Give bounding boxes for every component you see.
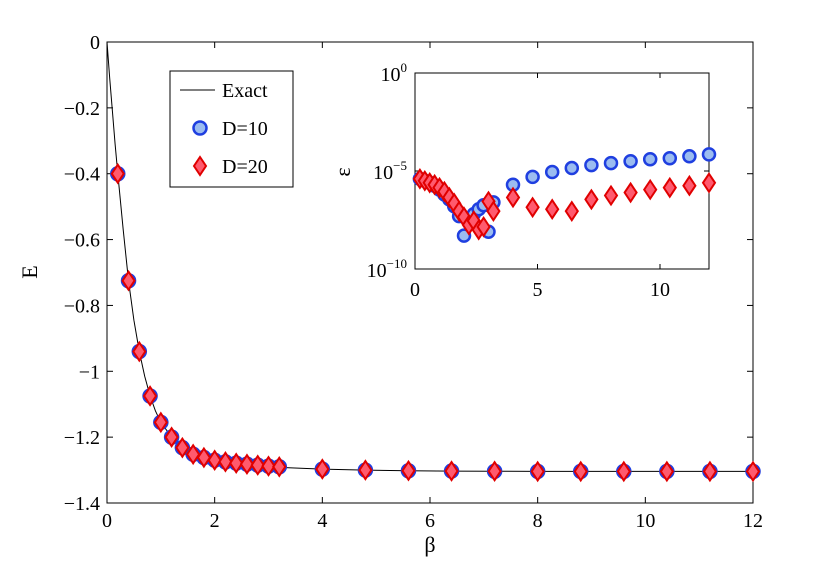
main-y-tick-label: −1 — [79, 361, 100, 383]
main-d20-point — [218, 451, 233, 473]
main-d20-point — [239, 453, 255, 475]
inset-x-tick-label: 0 — [410, 279, 420, 301]
main-d20-point — [250, 454, 265, 476]
inset-d10-point — [584, 157, 599, 173]
inset-y-tick-label: 10−5 — [373, 158, 407, 184]
main-d20-point — [401, 459, 416, 482]
main-y-ticks: 0 −0.2 −0.4 −0.6 −0.8 −1 −1.2 −1.4 — [64, 32, 753, 515]
main-d20-point — [616, 460, 632, 483]
inset-d20-point — [623, 181, 638, 204]
main-d20-point — [358, 459, 373, 481]
legend-d10-marker-swatch — [192, 120, 208, 136]
inset-d10-point — [701, 147, 717, 162]
inset-d10-point — [662, 151, 678, 166]
legend-d20-marker-swatch — [192, 155, 208, 177]
main-x-tick-label: 10 — [635, 510, 655, 532]
inset-d20-point — [525, 196, 540, 219]
main-y-tick-label: −1.2 — [64, 427, 100, 449]
main-y-tick-label: −1.4 — [64, 493, 100, 515]
inset-d20-point — [544, 198, 560, 221]
main-x-tick-label: 4 — [317, 510, 327, 532]
main-d20-point — [153, 411, 169, 434]
legend-d20-label: D=20 — [222, 156, 268, 178]
legend-d10-label: D=10 — [222, 118, 268, 140]
inset-y-tick-label: 100 — [381, 60, 408, 86]
main-y-tick-label: −0.6 — [64, 230, 100, 252]
main-d20-point — [573, 460, 588, 483]
inset-d10-point — [525, 169, 540, 185]
main-d20-point — [175, 436, 190, 459]
main-y-tick-label: 0 — [90, 32, 100, 54]
main-y-tick-label: −0.8 — [64, 295, 100, 317]
inset-y-tick-label: 10−10 — [367, 256, 407, 282]
main-y-tick-label: −0.4 — [64, 164, 100, 186]
inset-d20-point — [701, 171, 717, 194]
main-x-tick-label: 12 — [743, 510, 763, 532]
inset-d10-point — [544, 164, 560, 180]
main-x-tick-label: 6 — [425, 510, 435, 532]
main-x-axis-title: β — [424, 532, 435, 557]
legend-exact-label: Exact — [222, 80, 268, 102]
inset-d10-point — [603, 155, 619, 171]
main-d20-point — [196, 446, 212, 469]
inset-x-ticks: 0 5 10 — [410, 73, 670, 301]
inset-d10-point — [564, 160, 580, 176]
inset-d10-point — [642, 151, 658, 167]
main-d20-point — [659, 460, 675, 483]
inset-d10-point — [623, 153, 638, 169]
inset-y-ticks: 100 10−5 10−10 — [367, 60, 709, 282]
inset-x-tick-label: 10 — [650, 279, 670, 301]
main-x-tick-label: 0 — [102, 510, 112, 532]
main-d20-point — [487, 460, 502, 483]
inset-x-tick-label: 5 — [533, 279, 543, 301]
main-d20-point — [745, 460, 761, 483]
inset-d20-point — [584, 188, 599, 211]
inset-y-axis-title: ε — [330, 167, 355, 176]
main-d20-point — [207, 449, 222, 471]
main-d20-point — [261, 455, 276, 477]
inset-d20-point — [564, 200, 580, 222]
main-d20-point — [164, 426, 179, 448]
main-d20-point — [228, 452, 244, 474]
main-y-axis-title: E — [17, 265, 42, 278]
inset-d20-point — [476, 216, 491, 238]
main-y-tick-label: −0.2 — [64, 98, 100, 120]
main-d20-point — [272, 455, 287, 478]
inset-d20-point — [662, 176, 678, 199]
inset-axes: 100 10−5 10−10 0 5 10 ε — [330, 60, 717, 301]
inset-plot-area — [412, 147, 717, 243]
main-plot-area — [106, 41, 761, 483]
inset-d20-point — [682, 174, 697, 197]
inset-d20-point — [603, 184, 619, 207]
legend: Exact D=10 D=20 — [169, 70, 294, 188]
main-d20-point — [185, 443, 201, 466]
main-d20-point — [132, 340, 147, 363]
main-d20-point — [121, 269, 136, 292]
main-d20-point — [315, 458, 330, 480]
inset-d20-point — [486, 200, 501, 222]
main-d20-point — [444, 460, 459, 482]
main-x-tick-label: 2 — [210, 510, 220, 532]
main-x-tick-label: 8 — [533, 510, 543, 532]
inset-d20-point — [642, 178, 658, 201]
main-x-ticks: 0 2 4 6 8 10 12 — [102, 42, 763, 532]
main-d20-point — [530, 460, 545, 483]
main-d20-point — [110, 162, 125, 185]
main-d20-point — [702, 460, 718, 483]
inset-d20-point — [505, 186, 521, 209]
inset-d10-point — [682, 149, 697, 164]
main-d20-point — [142, 385, 158, 407]
